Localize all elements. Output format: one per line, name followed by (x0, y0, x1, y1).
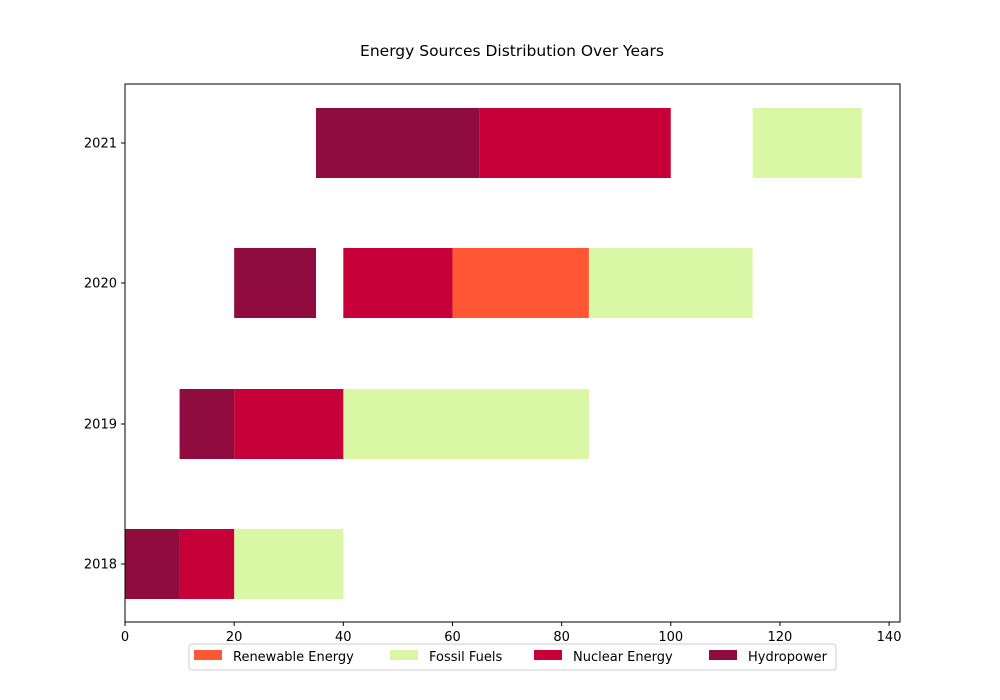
x-tick-label: 0 (121, 630, 129, 645)
y-tick-label: 2020 (84, 277, 117, 292)
y-tick-label: 2019 (84, 418, 117, 433)
legend-label: Fossil Fuels (429, 650, 502, 665)
bar-hydropower-2019 (179, 389, 235, 459)
bar-hydropower-2021 (316, 108, 480, 178)
bar-fossil-fuels-2021 (752, 108, 862, 178)
legend-swatch (709, 650, 737, 660)
x-tick-label: 100 (658, 630, 683, 645)
bar-fossil-fuels-2019 (343, 389, 589, 459)
legend-swatch (534, 650, 562, 660)
x-axis: 0 20 40 60 80 100 120 140 (121, 622, 902, 645)
legend-box (188, 643, 837, 671)
bar-fossil-fuels-2020 (588, 248, 753, 318)
bar-nuclear-energy-2020 (343, 248, 453, 318)
x-tick-label: 140 (877, 630, 902, 645)
legend-label: Renewable Energy (233, 650, 354, 665)
bar-nuclear-energy-2021 (479, 108, 671, 178)
legend: Renewable Energy Fossil Fuels Nuclear Ener… (188, 643, 837, 671)
bar-hydropower-2018 (125, 529, 180, 599)
bars (125, 108, 862, 599)
bar-nuclear-energy-2018 (179, 529, 235, 599)
bar-nuclear-energy-2019 (234, 389, 344, 459)
legend-label: Nuclear Energy (573, 650, 673, 665)
y-tick-label: 2018 (84, 558, 117, 573)
y-tick-label: 2021 (84, 137, 117, 152)
bar-fossil-fuels-2018 (234, 529, 344, 599)
x-tick-label: 120 (768, 630, 793, 645)
legend-label: Hydropower (748, 650, 828, 665)
chart-title: Energy Sources Distribution Over Years (360, 42, 664, 60)
x-tick-label: 60 (444, 630, 461, 645)
y-axis: 2018 2019 2020 2021 (84, 137, 125, 573)
legend-swatch (390, 650, 418, 660)
bar-renewable-energy-2020 (452, 248, 589, 318)
x-tick-label: 40 (335, 630, 352, 645)
bar-hydropower-2020 (234, 248, 317, 318)
legend-swatch (194, 650, 222, 660)
x-tick-label: 80 (553, 630, 570, 645)
plot-frame (124, 83, 901, 623)
x-tick-label: 20 (226, 630, 243, 645)
